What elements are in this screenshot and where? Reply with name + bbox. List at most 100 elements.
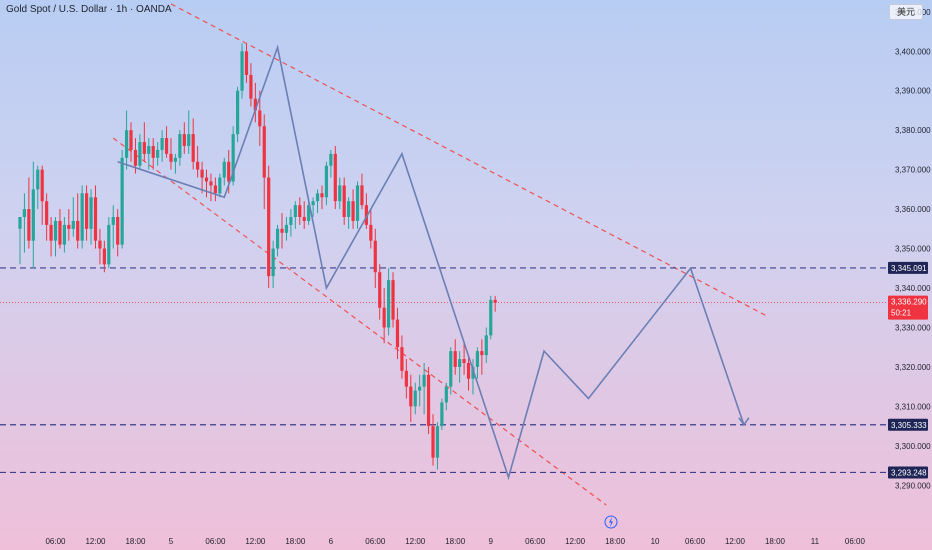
candle-body (484, 335, 488, 356)
candle-body (449, 351, 453, 387)
candle-body (333, 153, 337, 202)
candle-body (151, 145, 155, 158)
candle-body (253, 98, 257, 111)
candle-body (453, 351, 457, 367)
candle-body (307, 205, 311, 221)
candle-body (89, 197, 93, 229)
candle-body (386, 280, 391, 328)
candle-body (284, 224, 289, 233)
candle-body (160, 138, 164, 150)
y-tick-label: 3,300.000 (895, 442, 931, 451)
candle-body (369, 224, 373, 241)
candle-body (98, 240, 102, 249)
candle-body (347, 201, 351, 217)
x-tick-label: 18:00 (605, 537, 626, 546)
candle-body (120, 157, 124, 245)
level-badge-label: 3,305.333 (891, 421, 927, 430)
candle-body (493, 299, 497, 303)
candle-body (67, 224, 71, 229)
candle-body (80, 193, 84, 241)
candle-body (431, 426, 435, 458)
candle-body (355, 185, 360, 221)
x-tick-label: 11 (811, 537, 820, 546)
candle-body (262, 126, 266, 178)
x-tick-label: 06:00 (845, 537, 866, 546)
candle-body (62, 224, 66, 245)
candle-body (258, 110, 262, 127)
y-tick-label: 3,360.000 (895, 205, 931, 214)
wave-projection-line (117, 44, 745, 481)
candle-body (200, 169, 204, 178)
x-tick-label: 18:00 (445, 537, 466, 546)
x-tick-label: 06:00 (685, 537, 706, 546)
x-tick-label: 12:00 (405, 537, 426, 546)
currency-button[interactable]: 美元 (889, 4, 923, 20)
candle-body (71, 220, 75, 229)
candle-body (231, 134, 235, 182)
candle-body (147, 145, 151, 154)
candle-body (45, 201, 49, 225)
x-tick-label: 12:00 (245, 537, 266, 546)
candle-body (240, 51, 244, 91)
candle-body (187, 134, 191, 146)
candle-body (302, 216, 306, 221)
candle-body (435, 426, 440, 458)
candle-body (489, 299, 493, 336)
y-tick-label: 3,380.000 (895, 126, 931, 135)
y-tick-label: 3,390.000 (895, 87, 931, 96)
y-tick-label: 3,350.000 (895, 245, 931, 254)
candle-body (373, 240, 377, 273)
candle-body (480, 351, 484, 356)
candle-body (324, 165, 329, 198)
candle-body (280, 228, 284, 233)
candle-body (93, 197, 98, 241)
candle-body (289, 216, 293, 225)
y-tick-label: 3,340.000 (895, 284, 931, 293)
candle-body (413, 390, 417, 407)
candle-body (275, 228, 280, 249)
candle-body (320, 193, 324, 198)
level-badge-label: 3,293.248 (891, 468, 927, 477)
y-tick-label: 3,330.000 (895, 323, 931, 332)
candle-body (249, 74, 253, 99)
candle-body (378, 272, 382, 308)
candle-body (422, 374, 426, 387)
candle-body (293, 205, 297, 217)
chart-title: Gold Spot / U.S. Dollar · 1h · OANDA (6, 4, 172, 15)
candle-body (133, 149, 138, 166)
candle-body (102, 248, 106, 265)
candle-body (311, 201, 315, 206)
candle-body (107, 224, 111, 265)
x-tick-label: 10 (651, 537, 660, 546)
y-tick-label: 3,310.000 (895, 402, 931, 411)
level-badge (888, 418, 928, 431)
candle-body (196, 161, 200, 170)
arrow-head-icon (738, 417, 750, 427)
candle-body (116, 216, 120, 245)
x-tick-label: 18:00 (765, 537, 786, 546)
candle-body (244, 51, 249, 75)
candle-body (204, 177, 209, 182)
candle-body (76, 220, 80, 241)
x-tick-label: 12:00 (725, 537, 746, 546)
x-tick-label: 18:00 (125, 537, 146, 546)
candle-body (360, 185, 364, 206)
x-tick-label: 06:00 (45, 537, 66, 546)
x-tick-label: 6 (329, 537, 334, 546)
candle-body (173, 157, 178, 162)
candle-body (391, 280, 395, 320)
candle-body (164, 138, 169, 154)
candle-body (213, 185, 217, 194)
candle-body (315, 193, 320, 202)
candle-body (400, 347, 404, 371)
candle-body (364, 205, 368, 225)
x-tick-label: 12:00 (85, 537, 106, 546)
level-badge-label: 3,345.091 (891, 264, 927, 273)
candle-body (227, 161, 231, 182)
candle-body (27, 209, 31, 241)
lightning-icon[interactable] (604, 515, 618, 529)
candle-body (404, 370, 408, 387)
candle-body (444, 386, 448, 403)
candle-body (18, 216, 22, 229)
